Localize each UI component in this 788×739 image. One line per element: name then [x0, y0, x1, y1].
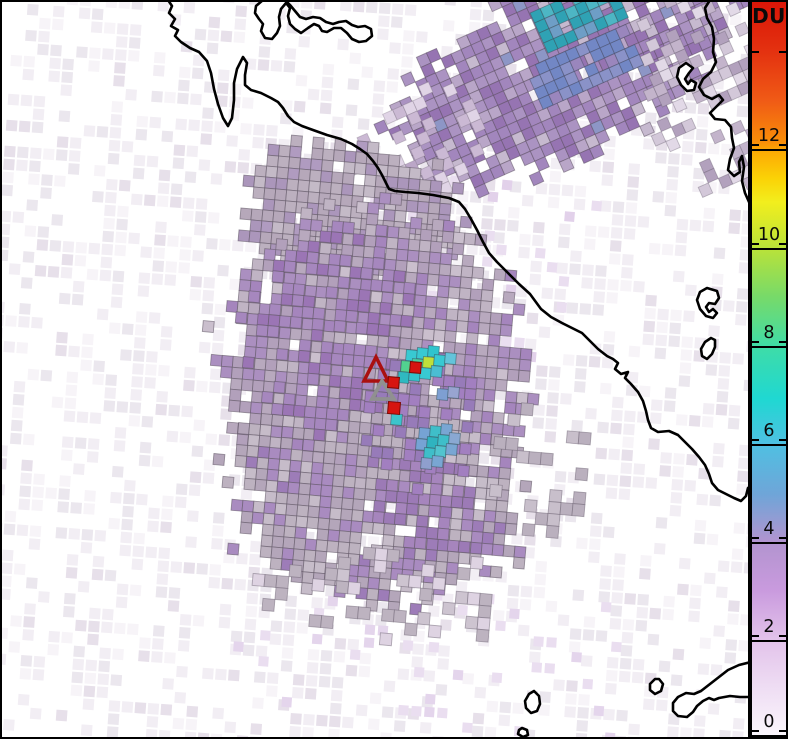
- colorbar: 12 10 8 6 4 2 0 DU: [750, 0, 788, 739]
- colorbar-dash-left-6: [752, 439, 759, 442]
- colorbar-gradient: [752, 2, 786, 737]
- plume-cell: [390, 413, 403, 426]
- raster-patch-blob-south-scatter: [251, 546, 493, 647]
- colorbar-dash-left-4: [752, 537, 759, 540]
- colorbar-dash-left-0: [752, 730, 759, 733]
- coastline-island-topright: [675, 61, 698, 93]
- colorbar-tick-label-4: 4: [763, 519, 775, 539]
- marker-red-square-3: [386, 400, 402, 416]
- colorbar-tickline-4: [752, 542, 786, 544]
- colorbar-minor-dash-right: [779, 51, 786, 54]
- colorbar-dash-right-0: [779, 730, 786, 733]
- plume-cell: [431, 455, 444, 468]
- coastline-island-right-1: [695, 286, 721, 320]
- colorbar-dash-left-2: [752, 635, 759, 638]
- colorbar-minor-dash-left: [752, 51, 759, 54]
- plume-cell: [448, 432, 461, 445]
- plume-cell: [436, 388, 449, 401]
- map-canvas: [0, 0, 750, 739]
- raster-patch-blob-purple-core: [234, 220, 416, 442]
- colorbar-dash-left-10: [752, 243, 759, 246]
- coastline-bottom-right-peninsula: [671, 660, 750, 719]
- raster-patch-blob-east-scatter: [488, 402, 592, 539]
- colorbar-dash-right-2: [779, 635, 786, 638]
- colorbar-tickline-6: [752, 444, 786, 446]
- colorbar-tickline-8: [752, 346, 786, 348]
- marker-volcano-triangle-red: [361, 353, 391, 383]
- colorbar-tickline-10: [752, 248, 786, 250]
- coastline-main-coast: [166, 0, 750, 503]
- raster-layer: [0, 0, 750, 739]
- coastline-island-right-2: [699, 336, 717, 361]
- colorbar-tickline-0: [752, 735, 786, 737]
- marker-layer: [361, 353, 423, 416]
- colorbar-dash-right-6: [779, 439, 786, 442]
- colorbar-tickline-12: [752, 149, 786, 151]
- coastline-layer: [166, 0, 750, 739]
- colorbar-unit-label: DU: [752, 4, 786, 28]
- raster-patch-swath-blue-band: [529, 23, 645, 110]
- colorbar-tick-label-2: 2: [763, 617, 775, 637]
- marker-red-square-2: [386, 375, 401, 390]
- colorbar-dash-left-12: [752, 144, 759, 147]
- colorbar-dash-right-10: [779, 243, 786, 246]
- colorbar-dash-left-8: [752, 341, 759, 344]
- colorbar-tickline-2: [752, 640, 786, 642]
- colorbar-tick-label-6: 6: [763, 421, 775, 441]
- map-area: [0, 0, 750, 739]
- coastline-top-island-cluster: [253, 0, 374, 44]
- plume-cell: [430, 365, 443, 378]
- colorbar-dash-right-8: [779, 341, 786, 344]
- coastline-island-oval-bottom: [523, 689, 542, 715]
- colorbar-dash-right-4: [779, 537, 786, 540]
- plume-cell: [444, 352, 457, 365]
- plume-cell: [420, 457, 433, 470]
- coastline-right-coast-north: [697, 0, 750, 209]
- marker-volcano-triangle-gray: [368, 377, 398, 401]
- plume-cell: [433, 354, 446, 367]
- colorbar-tick-label-10: 10: [757, 225, 781, 245]
- colorbar-tick-label-0: 0: [763, 712, 775, 732]
- coastline-island-diamond-bottom: [648, 677, 665, 696]
- plume-cell: [447, 386, 460, 399]
- colorbar-tick-label-12: 12: [757, 126, 781, 146]
- marker-red-square-1: [408, 360, 423, 375]
- map-frame: [0, 0, 750, 739]
- colorbar-dash-right-12: [779, 144, 786, 147]
- coastline-island-dot-bottom: [516, 726, 530, 739]
- plume-cell: [445, 443, 458, 456]
- plume-bright-cells-layer: [390, 345, 461, 470]
- colorbar-tick-label-8: 8: [763, 323, 775, 343]
